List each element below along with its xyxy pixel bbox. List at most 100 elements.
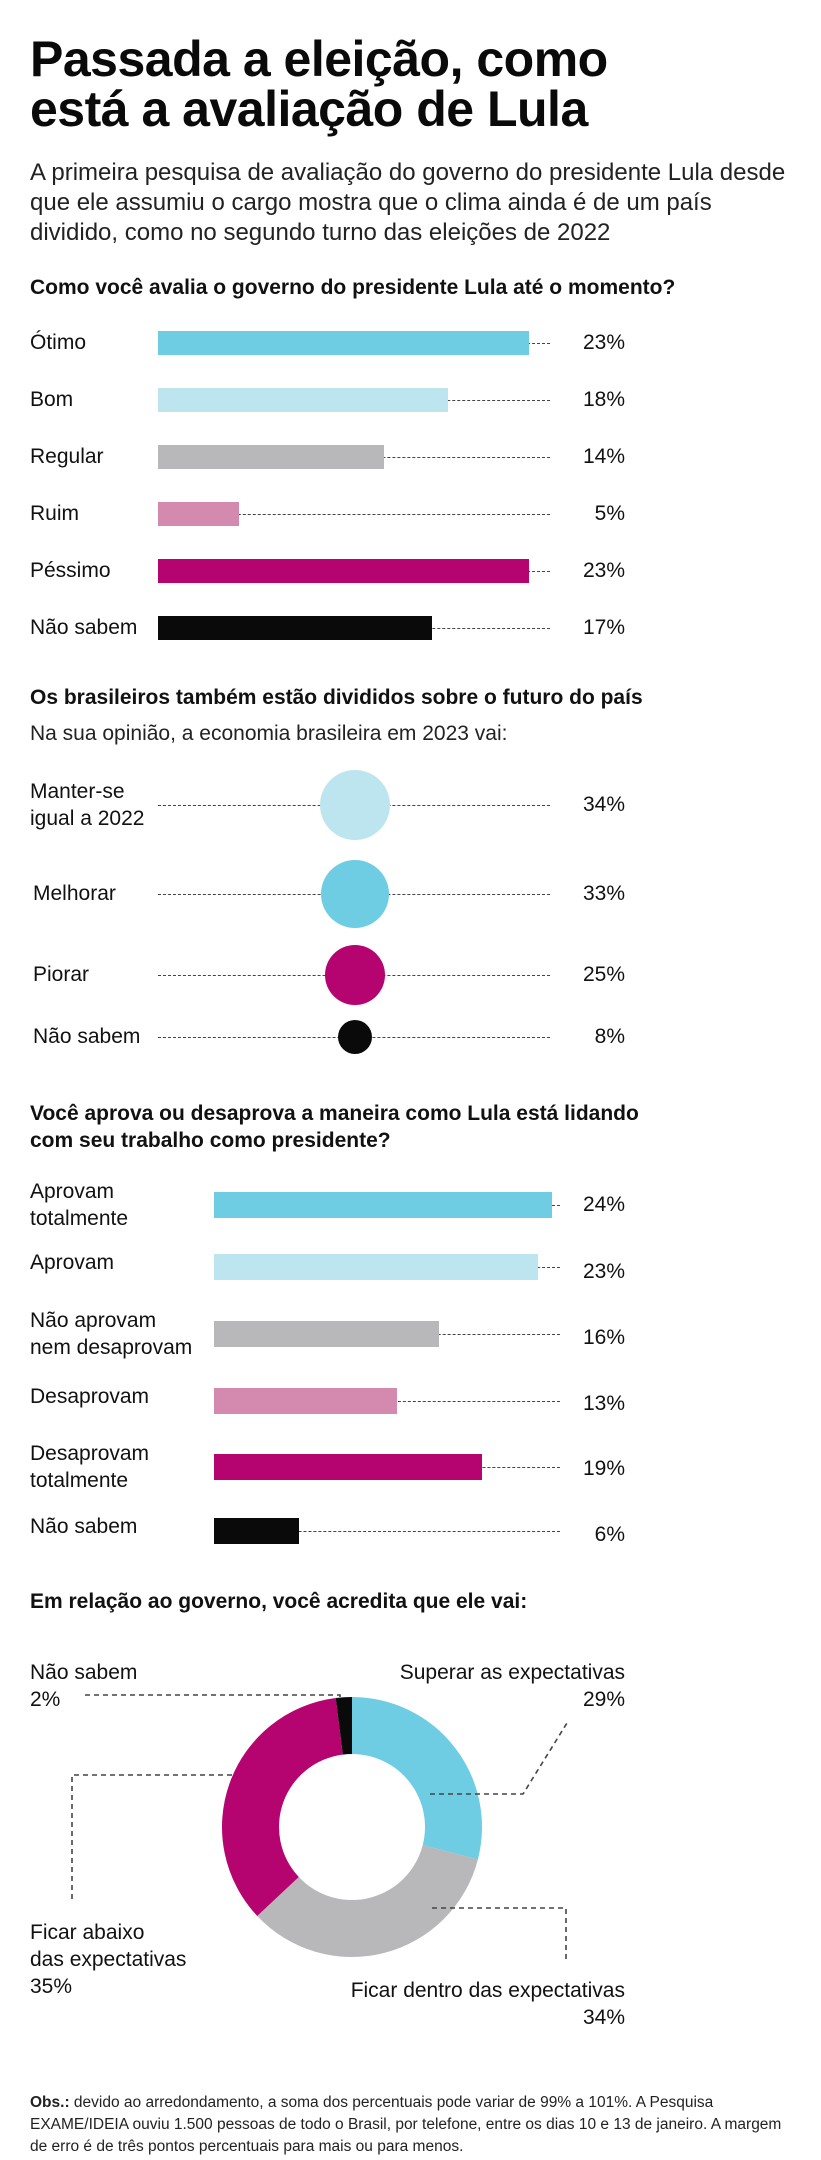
chart3-guide-line [214, 1531, 560, 1532]
chart4-category-label: Não sabem [30, 1661, 138, 1684]
chart2-category-label-line-1: Manter-se [30, 780, 125, 803]
chart2-category-label-line-1: Piorar [33, 963, 90, 986]
chart3-category-label-line-1: Aprovam [30, 1251, 115, 1274]
chart3-value-label: 19% [582, 1457, 625, 1480]
chart4-slice-label: Não sabem 2% [30, 1659, 137, 1713]
chart2-category-label-line-2: igual a 2022 [30, 807, 145, 830]
chart2-value-label: 34% [582, 793, 625, 816]
chart4-category-label: Superar as expectativas [399, 1661, 625, 1684]
chart4-category-label: Ficar dentro das expectativas [350, 1979, 625, 2002]
chart1-category-label: Regular [30, 445, 104, 468]
chart2-bubble [320, 859, 390, 929]
chart4-leader-line [430, 1722, 568, 1795]
chart4-value-label: 35% [30, 1975, 73, 1998]
chart3-bar [214, 1518, 299, 1544]
chart3-category-label: Não aprovam nem desaprovam [30, 1307, 192, 1361]
chart4-slice-label: Superar as expectativas 29% [400, 1659, 625, 1713]
chart3-value-label: 23% [582, 1260, 625, 1283]
chart3-value-label: 6% [594, 1523, 625, 1546]
page-subtitle: A primeira pesquisa de avaliação do gove… [30, 159, 786, 246]
chart1-category-label: Ótimo [30, 331, 87, 354]
chart2-bubble [324, 944, 385, 1005]
chart1-value-label: 17% [582, 616, 625, 639]
chart3-category-label-line-2: totalmente [30, 1207, 129, 1230]
chart3-value-label: 16% [582, 1326, 625, 1349]
chart3-bar [214, 1192, 552, 1218]
chart3-category-label: Desaprovam totalmente [30, 1440, 149, 1494]
chart3-category-label-line-1: Aprovam [30, 1180, 115, 1203]
chart3-category-label-line-1: Não aprovam [30, 1309, 157, 1332]
chart1-category-label: Não sabem [30, 616, 138, 639]
chart1-value-label: 23% [582, 331, 625, 354]
chart1-value-label: 5% [594, 502, 625, 525]
chart2-value-label: 25% [582, 963, 625, 986]
chart2-title: Os brasileiros também estão divididos so… [30, 686, 643, 709]
page-title: Passada a eleição, como está a avaliação… [30, 34, 790, 134]
chart1-value-label: 14% [582, 445, 625, 468]
chart4-slice [257, 1845, 478, 1957]
footnote: Obs.: devido ao arredondamento, a soma d… [30, 2092, 790, 2158]
chart1-category-label: Bom [30, 388, 74, 411]
chart3-category-label-line-1: Desaprovam [30, 1385, 150, 1408]
footnote-text: devido ao arredondamento, a soma dos per… [30, 2094, 782, 2155]
chart1-bar [158, 559, 529, 583]
chart1-category-label: Ruim [30, 502, 80, 525]
chart1-bar [158, 331, 529, 355]
chart3-value-label: 13% [582, 1392, 625, 1415]
chart3-value-label: 24% [582, 1193, 625, 1216]
chart3-category-label: Aprovam totalmente [30, 1178, 128, 1232]
chart2-value-label: 8% [594, 1025, 625, 1048]
chart3-title-line-2: com seu trabalho como presidente? [30, 1129, 391, 1152]
title-line-2: está a avaliação de Lula [30, 81, 588, 137]
chart2-category-label: Melhorar [33, 880, 116, 907]
chart3-category-label: Aprovam [30, 1249, 114, 1276]
chart4-slice [352, 1697, 482, 1860]
chart1-value-label: 23% [582, 559, 625, 582]
chart1-bar [158, 502, 239, 526]
chart3-category-label-line-2: totalmente [30, 1469, 129, 1492]
chart4-slice [335, 1697, 352, 1755]
chart3-bar [214, 1388, 397, 1414]
chart3-bar [214, 1454, 482, 1480]
chart1-title: Como você avalia o governo do presidente… [30, 276, 676, 299]
chart3-category-label-line-1: Desaprovam [30, 1442, 150, 1465]
chart3-title: Você aprova ou desaprova a maneira como … [30, 1100, 639, 1154]
chart1-bar [158, 445, 384, 469]
chart4-category-label: Ficar abaixo [30, 1921, 145, 1944]
chart2-category-label-line-1: Não sabem [33, 1025, 141, 1048]
chart4-leader-line [71, 1774, 232, 1900]
chart2-category-label: Não sabem [33, 1023, 140, 1050]
chart3-category-label-line-2: nem desaprovam [30, 1336, 193, 1359]
chart3-bar [214, 1321, 439, 1347]
chart4-value-label: 34% [582, 2006, 625, 2029]
chart4-slice [222, 1698, 343, 1916]
chart2-bubble [320, 770, 390, 840]
chart4-value-label: 2% [30, 1688, 61, 1711]
chart3-category-label-line-1: Não sabem [30, 1515, 138, 1538]
chart2-category-label-line-1: Melhorar [33, 882, 116, 905]
chart4-category-label: das expectativas [30, 1948, 187, 1971]
chart3-bar [214, 1254, 538, 1280]
chart2-value-label: 33% [582, 882, 625, 905]
chart1-category-label: Péssimo [30, 559, 111, 582]
chart2-bubble [338, 1020, 372, 1054]
chart3-category-label: Não sabem [30, 1513, 137, 1540]
chart2-subtitle: Na sua opinião, a economia brasileira em… [30, 722, 508, 745]
title-line-1: Passada a eleição, como [30, 31, 608, 87]
chart3-title-line-1: Você aprova ou desaprova a maneira como … [30, 1102, 639, 1125]
chart2-category-label: Manter-se igual a 2022 [30, 778, 144, 832]
chart1-guide-line [158, 514, 550, 515]
chart1-bar [158, 616, 432, 640]
chart4-leader-line [432, 1907, 567, 1960]
chart4-slice-label: Ficar abaixo das expectativas 35% [30, 1919, 186, 2000]
chart1-bar [158, 388, 448, 412]
chart4-value-label: 29% [582, 1688, 625, 1711]
chart4-leader-line [82, 1694, 341, 1697]
chart4-title: Em relação ao governo, você acredita que… [30, 1590, 528, 1613]
chart4-slice-label: Ficar dentro das expectativas 34% [351, 1977, 625, 2031]
chart2-category-label: Piorar [33, 961, 89, 988]
chart1-value-label: 18% [582, 388, 625, 411]
chart3-category-label: Desaprovam [30, 1383, 149, 1410]
footnote-label: Obs.: [30, 2094, 70, 2111]
